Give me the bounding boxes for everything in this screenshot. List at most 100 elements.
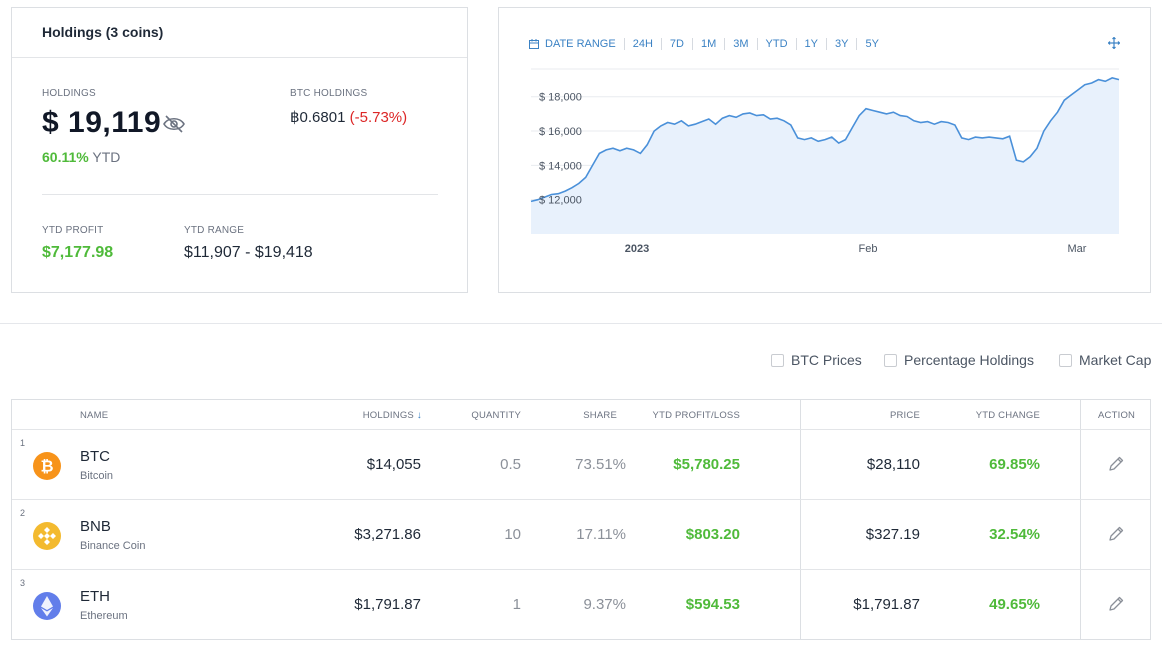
header-name[interactable]: NAME [80, 410, 109, 421]
ytd-percent: 60.11% [42, 149, 89, 165]
column-divider [1080, 400, 1081, 639]
edit-icon[interactable] [1107, 525, 1125, 543]
quantity-cell: 1 [512, 596, 521, 613]
share-cell: 17.11% [576, 526, 626, 543]
holdings-label: HOLDINGS [42, 88, 96, 99]
header-holdings-label: HOLDINGS [362, 410, 414, 421]
price-cell: $28,110 [866, 456, 920, 473]
coin-symbol[interactable]: ETH [80, 588, 110, 605]
y-tick-label: $ 18,000 [539, 92, 582, 104]
sort-down-icon: ↓ [416, 410, 422, 421]
range-1y[interactable]: 1Y [804, 38, 818, 50]
row-rank: 3 [20, 578, 26, 588]
ytd-label: YTD [92, 149, 121, 165]
header-ytd-change[interactable]: YTD CHANGE [975, 410, 1040, 421]
date-range-label: DATE RANGE [545, 38, 616, 50]
header-action: ACTION [1098, 410, 1136, 421]
ytd-profit-value: $7,177.98 [42, 244, 114, 261]
share-cell: 9.37% [583, 596, 626, 613]
header-price[interactable]: PRICE [889, 410, 920, 421]
quantity-cell: 0.5 [500, 456, 521, 473]
ytd-change: 60.11% YTD [42, 149, 120, 165]
date-range-toolbar: DATE RANGE 24H 7D 1M 3M YTD 1Y 3Y 5Y [529, 38, 879, 50]
price-line [530, 77, 1120, 203]
holdings-card-title: Holdings (3 coins) [12, 8, 467, 58]
ytd-profit-label: YTD PROFIT [42, 225, 104, 236]
range-3y[interactable]: 3Y [834, 38, 849, 50]
header-holdings[interactable]: HOLDINGS ↓ [363, 410, 422, 421]
x-tick-label: 2023 [625, 243, 649, 255]
bitcoin-icon: ₿ [33, 452, 61, 480]
range-ytd[interactable]: YTD [765, 38, 788, 50]
range-7d[interactable]: 7D [669, 38, 684, 50]
btc-holdings: ฿0.6801 (-5.73%) [290, 108, 407, 126]
calendar-icon [529, 39, 539, 49]
ytd-change-cell: 49.65% [989, 596, 1040, 613]
percentage-holdings-checkbox[interactable] [884, 353, 897, 367]
holdings-cell: $3,271.86 [354, 526, 421, 543]
move-icon[interactable] [1108, 37, 1120, 49]
coin-name: Bitcoin [80, 470, 114, 482]
header-quantity[interactable]: QUANTITY [471, 410, 521, 421]
row-rank: 1 [20, 438, 26, 448]
header-ytd-pl[interactable]: YTD PROFIT/LOSS [652, 410, 740, 421]
table-row[interactable]: 1 ₿ BTC Bitcoin $14,055 0.5 73.51% $5,78… [12, 429, 1150, 499]
option-market-cap[interactable]: Market Cap [1059, 352, 1151, 368]
ytd-change-cell: 69.85% [989, 456, 1040, 473]
btc-prices-label: BTC Prices [791, 352, 862, 368]
price-cell: $327.19 [865, 526, 920, 543]
column-divider [800, 400, 801, 639]
price-chart[interactable]: $ 12,000 $ 14,000 $ 16,000 $ 18,000 2023 Feb… [499, 63, 1150, 273]
market-cap-label: Market Cap [1079, 352, 1152, 368]
price-cell: $1,791.87 [853, 596, 920, 613]
edit-icon[interactable] [1107, 455, 1125, 473]
option-percentage-holdings[interactable]: Percentage Holdings [884, 352, 1034, 368]
ytd-change-cell: 32.54% [989, 526, 1040, 543]
ytd-pl-cell: $594.53 [685, 596, 740, 613]
x-tick-label: Mar [1068, 243, 1087, 255]
divider [42, 194, 438, 195]
market-cap-checkbox[interactable] [1059, 353, 1072, 367]
x-tick-label: Feb [859, 243, 878, 255]
ethereum-icon [33, 592, 61, 620]
coin-symbol[interactable]: BTC [80, 448, 110, 465]
y-tick-label: $ 14,000 [539, 160, 582, 172]
percentage-holdings-label: Percentage Holdings [904, 352, 1034, 368]
y-tick-label: $ 16,000 [539, 126, 582, 138]
table-row[interactable]: 2 BNB Binance Coin $3,271.86 10 17.11% $… [12, 499, 1150, 569]
range-5y[interactable]: 5Y [865, 38, 879, 50]
table-row[interactable]: 3 ETH Ethereum $1,791.87 1 9.37% $594.53… [12, 569, 1150, 639]
bnb-icon [33, 522, 61, 550]
edit-icon[interactable] [1107, 595, 1125, 613]
coin-symbol[interactable]: BNB [80, 518, 111, 535]
ytd-pl-cell: $803.20 [685, 526, 740, 543]
chart-card: DATE RANGE 24H 7D 1M 3M YTD 1Y 3Y 5Y $ 1… [498, 7, 1151, 293]
holdings-value: $ 19,119 [42, 106, 162, 139]
range-1m[interactable]: 1M [700, 38, 717, 50]
holdings-card: Holdings (3 coins) HOLDINGS $ 19,119 60.… [11, 7, 468, 293]
y-tick-label: $ 12,000 [539, 195, 582, 207]
holdings-cell: $14,055 [366, 456, 421, 473]
ytd-pl-cell: $5,780.25 [673, 456, 740, 473]
coin-name: Ethereum [80, 610, 128, 622]
quantity-cell: 10 [504, 526, 521, 543]
header-share[interactable]: SHARE [583, 410, 617, 421]
btc-holdings-change: (-5.73%) [349, 109, 408, 126]
coin-name: Binance Coin [80, 540, 146, 552]
range-3m[interactable]: 3M [733, 38, 749, 50]
option-btc-prices[interactable]: BTC Prices [771, 352, 862, 368]
ytd-range-label: YTD RANGE [184, 225, 245, 236]
btc-holdings-label: BTC HOLDINGS [290, 88, 368, 99]
range-24h[interactable]: 24H [632, 38, 653, 50]
holdings-table: NAME HOLDINGS ↓ QUANTITY SHARE YTD PROFI… [11, 399, 1151, 640]
row-rank: 2 [20, 508, 26, 518]
holdings-table-section [0, 323, 1162, 647]
hide-balance-icon[interactable] [162, 114, 186, 134]
share-cell: 73.51% [575, 456, 626, 473]
ytd-range-value: $11,907 - $19,418 [184, 244, 313, 261]
btc-holdings-value: ฿0.6801 [290, 109, 346, 126]
price-area [531, 77, 1119, 235]
btc-prices-checkbox[interactable] [771, 353, 784, 367]
holdings-cell: $1,791.87 [354, 596, 421, 613]
svg-text:₿: ₿ [40, 457, 53, 476]
